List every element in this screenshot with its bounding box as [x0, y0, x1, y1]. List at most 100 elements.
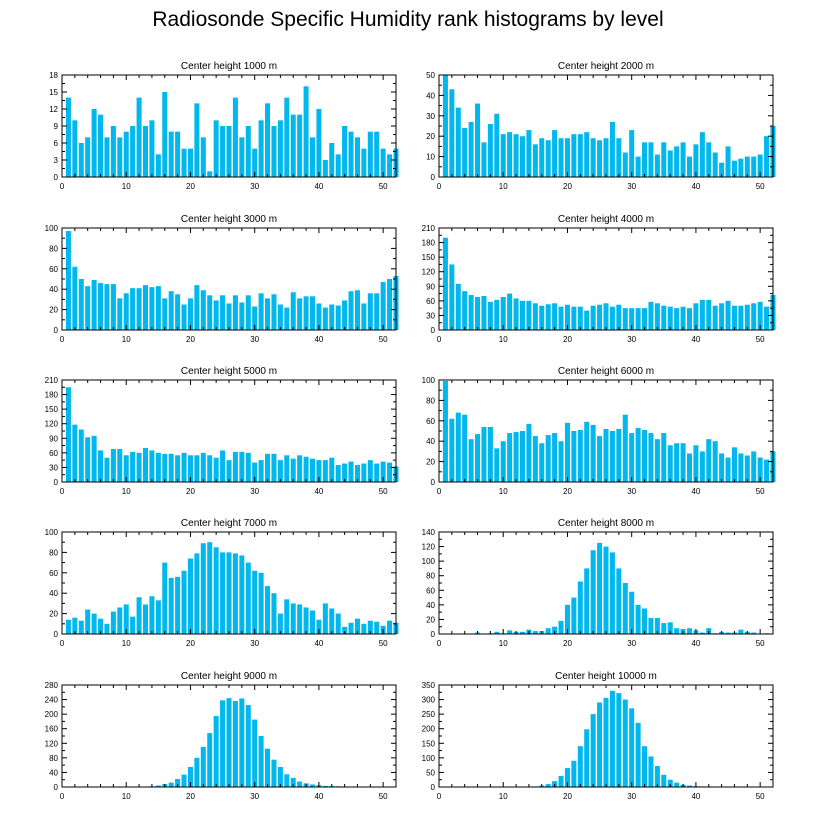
bar [239, 555, 245, 634]
bar [175, 576, 181, 634]
bar [316, 303, 322, 330]
bar [91, 280, 97, 330]
bar [738, 305, 744, 330]
x-tick-label: 0 [437, 487, 442, 496]
bar [162, 298, 168, 330]
x-tick-label: 40 [314, 182, 323, 191]
bar [85, 286, 91, 330]
y-tick-label: 50 [426, 71, 435, 80]
bar [648, 301, 654, 330]
y-tick-label: 40 [49, 768, 58, 777]
bar [98, 283, 104, 330]
y-tick-label: 60 [49, 569, 58, 578]
bar [142, 126, 149, 177]
bar [507, 293, 513, 330]
bar [487, 301, 493, 330]
bar [335, 305, 341, 330]
bar [462, 128, 468, 177]
bar [194, 553, 200, 634]
bar [181, 452, 187, 482]
bar [712, 152, 718, 177]
bar [258, 460, 264, 482]
bar [751, 156, 757, 177]
bar [207, 295, 213, 330]
bar [85, 609, 91, 634]
bar [449, 89, 455, 177]
bar [564, 422, 570, 482]
bar [187, 148, 193, 177]
bar [303, 456, 309, 482]
bar [271, 759, 277, 787]
panel-5: Center height 5000 m 0 30 60 90 120 150 180 210 0… [45, 366, 399, 496]
bar [609, 306, 615, 330]
bar [258, 572, 264, 634]
bar [220, 552, 226, 634]
bar [316, 109, 322, 177]
y-tick-label: 100 [45, 528, 59, 537]
bar [290, 603, 296, 634]
bar [571, 431, 577, 482]
bar [342, 626, 348, 634]
bar [661, 433, 667, 482]
bar [642, 746, 648, 787]
y-tick-label: 0 [431, 630, 436, 639]
bar [290, 458, 296, 482]
bar [329, 608, 335, 634]
y-tick-label: 50 [426, 768, 435, 777]
bar [194, 285, 200, 330]
x-tick-label: 20 [186, 792, 195, 801]
bar [78, 143, 84, 177]
bar [168, 131, 174, 177]
y-tick-label: 80 [426, 572, 435, 581]
bar [442, 237, 448, 330]
x-tick-label: 0 [437, 639, 442, 648]
bar [616, 428, 622, 482]
bar [367, 460, 373, 482]
y-tick-label: 120 [45, 739, 59, 748]
bar [78, 279, 84, 330]
bar [322, 160, 328, 177]
bar [130, 451, 136, 482]
y-tick-label: 0 [431, 478, 436, 487]
bar [577, 581, 583, 634]
bar [335, 154, 341, 177]
bar [136, 452, 142, 482]
bar [571, 597, 577, 634]
y-tick-label: 280 [45, 681, 59, 690]
x-tick-label: 50 [379, 182, 388, 191]
bar [706, 299, 712, 330]
bar [519, 136, 526, 177]
bar [584, 132, 590, 177]
bar [590, 550, 596, 634]
y-tick-label: 10 [426, 153, 435, 162]
x-tick-label: 40 [691, 182, 700, 191]
x-tick-label: 10 [499, 487, 508, 496]
y-tick-label: 100 [422, 557, 436, 566]
bar [226, 303, 232, 330]
bar [475, 296, 481, 330]
bar [380, 282, 386, 330]
bar [303, 86, 309, 177]
bar [175, 455, 181, 482]
bar [200, 290, 206, 330]
bar [558, 138, 564, 177]
bar [468, 121, 474, 177]
bar [500, 134, 506, 177]
bar [104, 457, 110, 482]
bar [577, 306, 583, 330]
bar [584, 421, 590, 482]
y-tick-label: 180 [422, 239, 436, 248]
bar [532, 144, 538, 177]
bar [564, 304, 570, 330]
x-tick-label: 0 [60, 792, 65, 801]
bar [213, 547, 219, 634]
bar [725, 300, 731, 330]
y-tick-label: 90 [426, 282, 435, 291]
bar [200, 137, 206, 177]
bar [642, 429, 648, 482]
bar [265, 103, 271, 177]
bar [316, 460, 322, 482]
bar [258, 736, 264, 787]
bar [149, 287, 155, 330]
y-tick-label: 40 [426, 437, 435, 446]
